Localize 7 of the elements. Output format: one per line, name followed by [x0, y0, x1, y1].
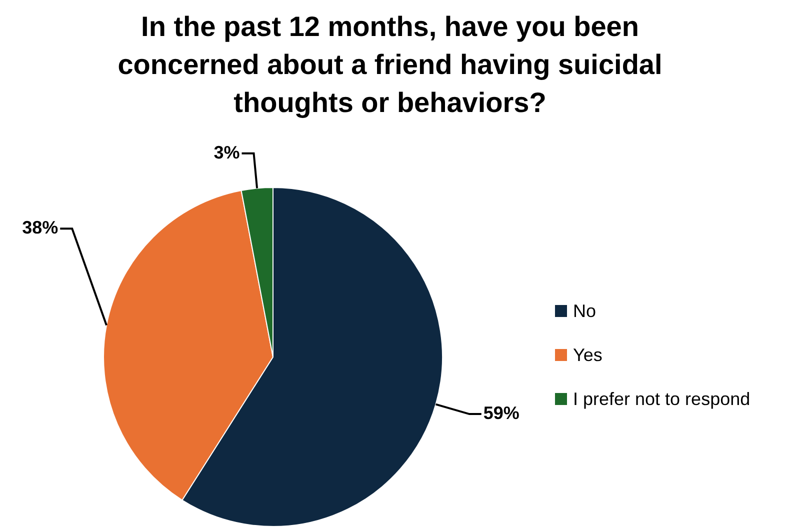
legend-label: I prefer not to respond	[573, 388, 750, 410]
data-label: 59%	[483, 403, 520, 424]
data-label: 38%	[22, 218, 58, 238]
data-label: 3%	[214, 142, 240, 162]
legend-label: Yes	[573, 344, 602, 366]
chart-title: In the past 12 months, have you been concerned about a friend having suicidal thoughts or behaviors?	[116, 10, 664, 120]
legend-label: No	[573, 300, 596, 322]
